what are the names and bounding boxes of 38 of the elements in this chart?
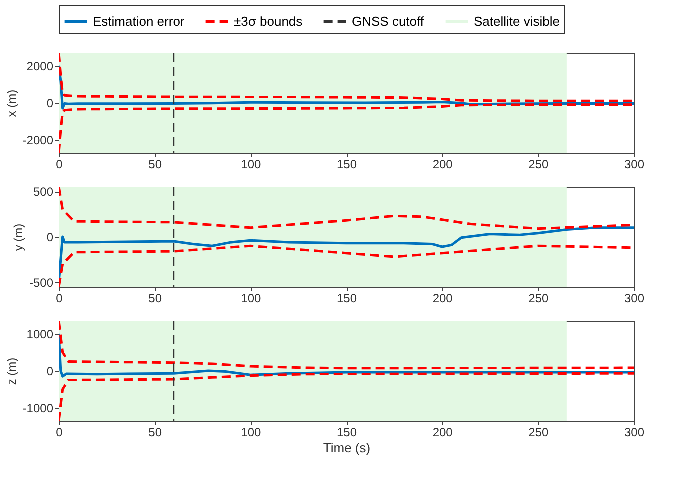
- x-tick-label: 250: [528, 426, 549, 440]
- x-axis-title: Time (s): [323, 440, 371, 456]
- y-tick-label: -500: [29, 276, 54, 290]
- x-tick-label: 200: [432, 292, 454, 306]
- x-tick-label: 0: [56, 158, 64, 172]
- y-axis-title: x (m): [4, 90, 19, 118]
- x-tick-label: 50: [148, 292, 162, 306]
- x-tick-label: 300: [624, 426, 645, 440]
- y-tick-label: 0: [46, 230, 54, 244]
- y-tick-label: 0: [46, 96, 54, 110]
- y-tick-label: 500: [33, 185, 54, 200]
- legend-label: Estimation error: [93, 14, 186, 29]
- x-tick-label: 0: [56, 426, 64, 440]
- x-tick-label: 100: [241, 426, 262, 440]
- x-tick-label: 300: [624, 292, 645, 306]
- x-tick-label: 200: [432, 426, 454, 440]
- x-tick-label: 100: [241, 292, 262, 306]
- y-axis-title: z (m): [4, 358, 19, 386]
- y-tick-label: -2000: [22, 134, 54, 148]
- x-tick-label: 250: [528, 158, 549, 172]
- x-tick-label: 250: [528, 292, 549, 306]
- y-tick-label: 2000: [26, 59, 54, 74]
- x-tick-label: 150: [336, 158, 358, 172]
- x-tick-label: 150: [336, 292, 358, 306]
- y-tick-label: 1000: [26, 327, 54, 342]
- x-tick-label: 300: [624, 158, 645, 172]
- x-tick-label: 200: [432, 158, 454, 172]
- legend-label: ±3σ bounds: [234, 14, 304, 29]
- x-tick-label: 150: [336, 426, 358, 440]
- y-tick-label: 0: [46, 364, 54, 378]
- y-tick-label: -1000: [22, 402, 54, 416]
- x-tick-label: 0: [56, 292, 64, 306]
- legend-label: Satellite visible: [474, 14, 560, 29]
- x-tick-label: 50: [148, 426, 162, 440]
- x-tick-label: 50: [148, 158, 162, 172]
- legend-label: GNSS cutoff: [352, 14, 424, 29]
- y-axis-title: y (m): [11, 224, 26, 252]
- x-tick-label: 100: [241, 158, 262, 172]
